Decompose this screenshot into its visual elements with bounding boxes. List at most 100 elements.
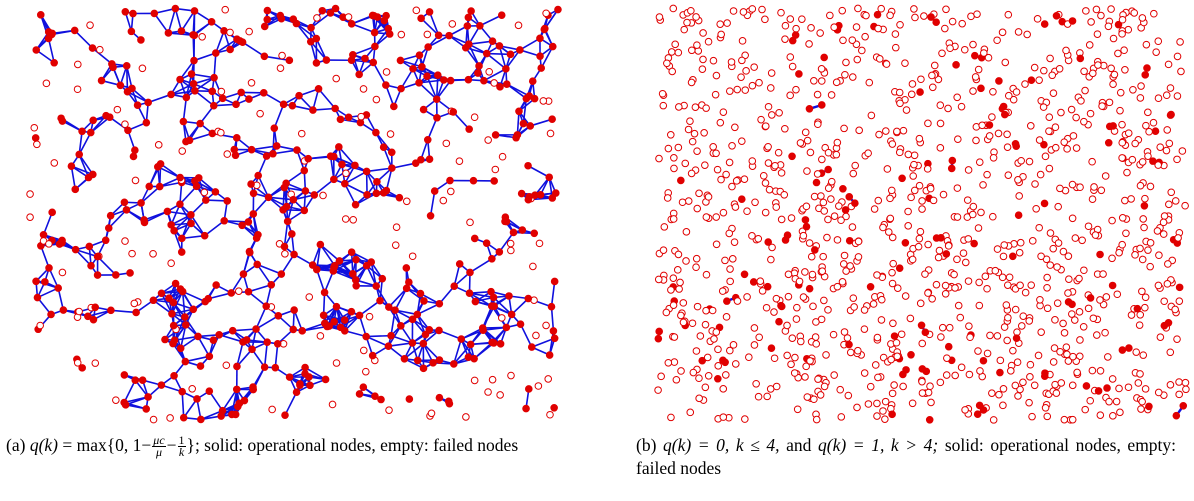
operational-node	[131, 376, 140, 384]
operational-node	[121, 7, 130, 16]
failed-node	[1037, 328, 1045, 336]
operational-node	[280, 242, 289, 251]
operational-node	[197, 415, 205, 424]
operational-node	[898, 174, 906, 183]
network-edge	[479, 14, 503, 27]
failed-node	[761, 179, 770, 187]
operational-node	[260, 363, 269, 371]
operational-node	[338, 160, 346, 169]
failed-node	[1049, 89, 1058, 97]
failed-node	[1146, 182, 1155, 191]
operational-node	[260, 22, 269, 31]
network-edge	[429, 190, 436, 216]
failed-node	[795, 277, 804, 286]
operational-node	[144, 393, 152, 401]
failed-node	[820, 382, 829, 391]
network-edge	[550, 306, 555, 331]
failed-node	[1060, 138, 1069, 146]
failed-node	[748, 232, 756, 240]
network-edge	[329, 156, 335, 180]
operational-node	[193, 395, 201, 403]
operational-node	[372, 128, 380, 137]
network-edge	[344, 182, 368, 196]
network-edge	[375, 285, 390, 308]
network-edge	[78, 131, 83, 155]
failed-node	[888, 233, 897, 242]
failed-node	[761, 122, 770, 130]
operational-node	[465, 40, 473, 48]
operational-node	[129, 9, 137, 18]
failed-node	[849, 169, 858, 178]
operational-node	[262, 302, 271, 310]
failed-node	[737, 73, 745, 81]
operational-node	[413, 310, 422, 319]
failed-node	[1025, 317, 1034, 325]
failed-node	[1163, 126, 1172, 134]
failed-node	[1006, 367, 1015, 375]
failed-node	[696, 332, 705, 340]
network-edge	[191, 73, 215, 79]
network-edge	[256, 264, 272, 286]
failed-node	[96, 45, 104, 54]
failed-node	[829, 330, 838, 339]
failed-node	[470, 376, 479, 385]
operational-node	[737, 195, 746, 204]
failed-node	[222, 361, 231, 370]
failed-node	[1059, 319, 1067, 328]
failed-node	[748, 81, 757, 90]
network-edge	[236, 341, 244, 367]
failed-node	[1019, 378, 1027, 387]
failed-node	[799, 293, 808, 301]
failed-node	[910, 160, 918, 169]
failed-node	[1109, 412, 1117, 420]
operational-node	[1104, 138, 1113, 147]
failed-node	[1132, 348, 1141, 356]
operational-node	[402, 284, 411, 293]
operational-node	[1133, 304, 1142, 313]
failed-node	[813, 120, 822, 129]
operational-node	[419, 364, 428, 373]
network-edge	[189, 132, 213, 142]
failed-node	[1069, 352, 1077, 361]
failed-node	[659, 246, 668, 254]
failed-node	[1005, 273, 1014, 282]
operational-node	[491, 131, 500, 139]
network-edge	[255, 315, 279, 330]
network-edge	[344, 183, 357, 206]
failed-node	[1109, 80, 1117, 88]
failed-node	[1159, 218, 1168, 227]
failed-node	[128, 249, 136, 258]
failed-node	[1101, 172, 1110, 180]
network-edge	[160, 163, 181, 179]
network-edge	[181, 234, 205, 240]
failed-node	[781, 21, 790, 30]
operational-node	[1040, 199, 1049, 208]
failed-node	[488, 375, 497, 384]
failed-node	[657, 372, 665, 381]
operational-node	[347, 307, 356, 316]
failed-node	[1152, 48, 1160, 56]
failed-node	[256, 109, 264, 118]
operational-node	[550, 277, 559, 286]
operational-node	[433, 113, 441, 122]
failed-node	[667, 413, 675, 422]
network-edge	[403, 342, 424, 360]
failed-node	[448, 20, 457, 28]
failed-node	[805, 239, 814, 247]
network-edge	[493, 296, 513, 316]
failed-node	[729, 341, 738, 349]
network-edge	[185, 355, 210, 363]
failed-node	[341, 215, 350, 223]
failed-node	[674, 48, 683, 57]
operational-node	[93, 271, 102, 279]
failed-node	[938, 49, 946, 58]
network-edge	[125, 65, 133, 89]
operational-node	[1166, 111, 1175, 119]
failed-node	[893, 127, 901, 136]
operational-node	[120, 198, 129, 207]
operational-node	[207, 17, 216, 26]
failed-node	[1154, 161, 1162, 169]
operational-node	[176, 173, 184, 182]
failed-node	[928, 71, 936, 80]
failed-node	[801, 268, 809, 276]
